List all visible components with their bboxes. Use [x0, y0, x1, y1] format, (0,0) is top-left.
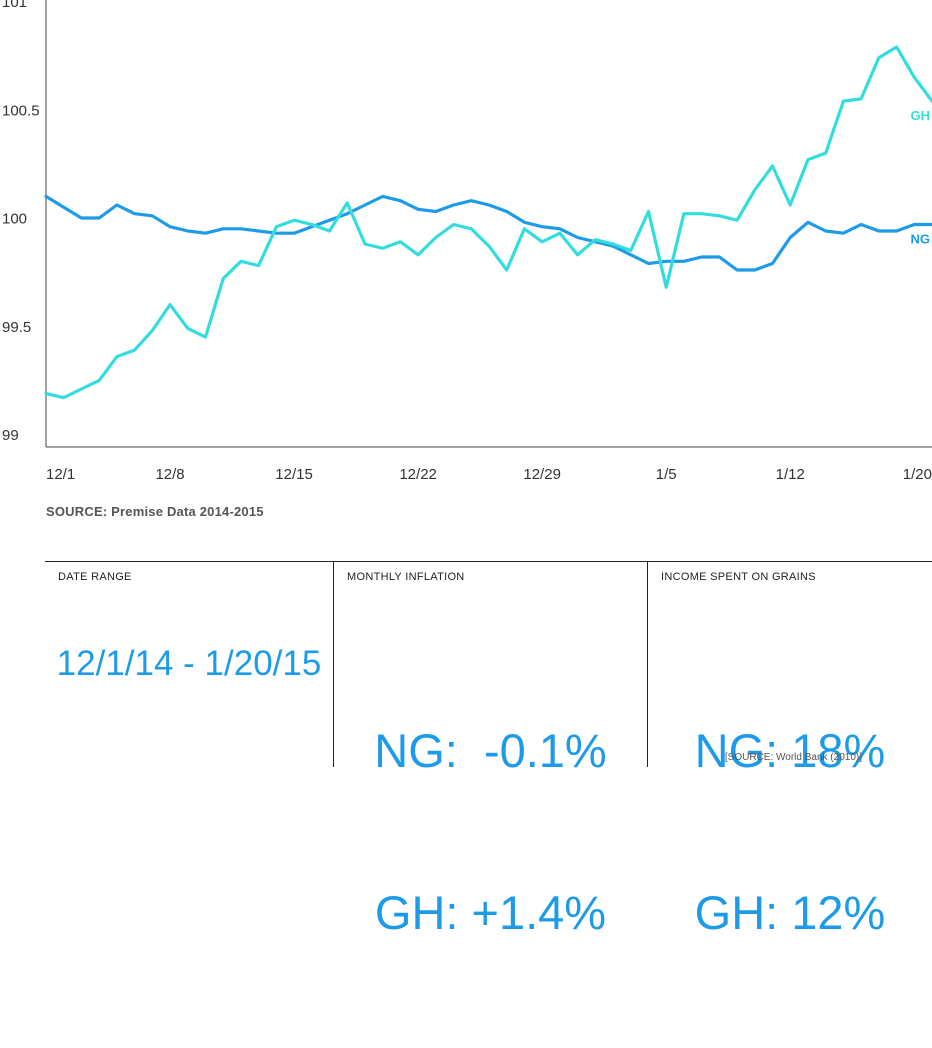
x-axis-ticks: 12/1 12/8 12/15 12/22 12/29 1/5 1/12 1/20	[46, 466, 932, 483]
y-tick-label: 101	[2, 0, 27, 11]
monthly-inflation-panel: MONTHLY INFLATION NG: -0.1% GH: +1.4%	[333, 562, 647, 939]
y-tick-label: 100	[2, 211, 27, 228]
inflation-ng-value: NG: -0.1%	[374, 724, 607, 777]
y-tick-label: 99.5	[2, 319, 31, 336]
series-lines	[44, 45, 932, 400]
x-tick-label: 12/1	[46, 466, 75, 483]
chart-source-note: SOURCE: Premise Data 2014-2015	[46, 504, 264, 519]
monthly-inflation-values: NG: -0.1% GH: +1.4%	[334, 616, 647, 1048]
income-grains-label: INCOME SPENT ON GRAINS	[661, 571, 816, 583]
x-tick-label: 12/22	[399, 466, 437, 483]
series-label-gh: GH	[911, 108, 931, 123]
income-grains-values: NG: 18% GH: 12%	[648, 616, 932, 1048]
date-range-label: DATE RANGE	[58, 571, 132, 583]
line-chart: 99 99.5 100 100.5 101 12/1 12/8 12/15 12/22 12/2…	[2, 0, 932, 483]
x-tick-label: 12/15	[275, 466, 313, 483]
series-line-gh	[44, 45, 932, 400]
y-tick-label: 100.5	[2, 102, 40, 119]
grains-ng-value: NG: 18%	[694, 724, 886, 777]
x-tick-label: 1/12	[776, 466, 805, 483]
series-labels: NG GH	[911, 108, 931, 246]
x-tick-label: 12/29	[523, 466, 561, 483]
date-range-value: 12/1/14 - 1/20/15	[56, 644, 322, 683]
x-tick-label: 12/8	[155, 466, 184, 483]
y-axis-ticks: 99 99.5 100 100.5 101	[2, 0, 40, 444]
grains-gh-value: GH: 12%	[694, 886, 886, 939]
series-line-ng	[44, 194, 932, 272]
y-tick-label: 99	[2, 427, 19, 444]
world-bank-source-note: [SOURCE: World Bank (2010)]	[724, 752, 862, 763]
x-tick-label: 1/5	[656, 466, 677, 483]
monthly-inflation-label: MONTHLY INFLATION	[347, 571, 465, 583]
series-label-ng: NG	[911, 232, 931, 247]
x-tick-label: 1/20	[903, 466, 932, 483]
inflation-gh-value: GH: +1.4%	[374, 886, 607, 939]
stats-panel: DATE RANGE 12/1/14 - 1/20/15 MONTHLY INF…	[45, 561, 932, 939]
income-grains-panel: INCOME SPENT ON GRAINS NG: 18% GH: 12% […	[647, 562, 932, 939]
date-range-panel: DATE RANGE 12/1/14 - 1/20/15	[45, 562, 333, 767]
